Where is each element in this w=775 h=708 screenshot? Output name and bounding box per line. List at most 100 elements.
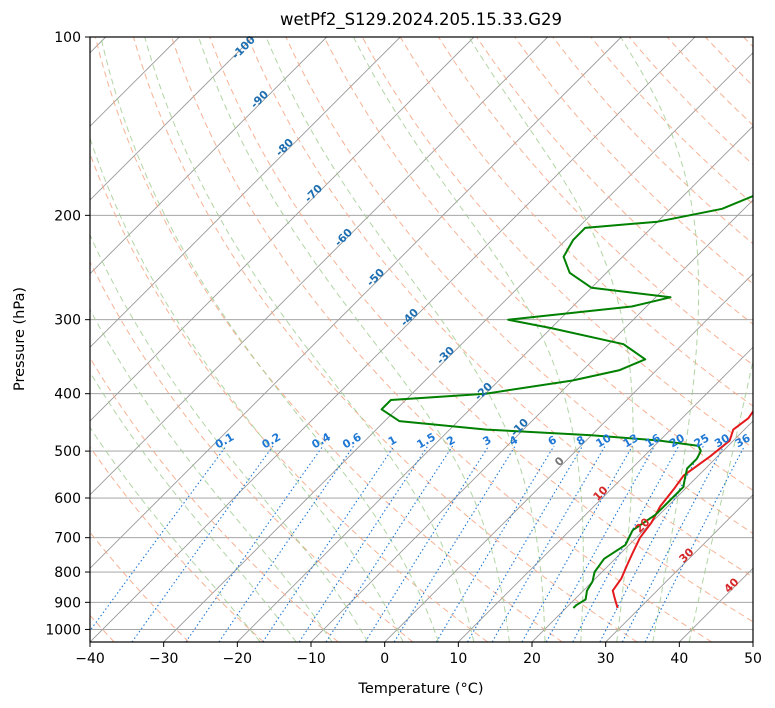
x-tick-label: 40 bbox=[670, 651, 688, 667]
dry-adiabat-line bbox=[132, 37, 638, 642]
moist-adiabat-line bbox=[620, 37, 700, 642]
y-tick-label: 400 bbox=[54, 387, 81, 403]
isotherm-label: 10 bbox=[591, 483, 611, 503]
dry-adiabat-line bbox=[209, 37, 753, 623]
mixing-ratio-label: 0.6 bbox=[340, 430, 364, 451]
isotherm-line bbox=[236, 125, 753, 642]
mixing-ratio-line bbox=[435, 445, 555, 642]
x-tick-label: 10 bbox=[449, 651, 467, 667]
isotherm-label: -50 bbox=[364, 266, 387, 289]
dry-adiabat-line bbox=[90, 531, 190, 642]
dry-adiabat-line bbox=[90, 446, 264, 642]
temperature-profile-line bbox=[611, 409, 753, 609]
isotherm-line bbox=[90, 37, 622, 569]
moist-adiabat-line bbox=[353, 37, 584, 642]
isotherm-line bbox=[531, 420, 753, 642]
mixing-ratio-label: 1 bbox=[386, 433, 399, 448]
isotherm-line bbox=[310, 199, 753, 642]
isotherm-label: -80 bbox=[273, 136, 296, 159]
moist-adiabat-line bbox=[90, 136, 404, 642]
isotherm-line bbox=[90, 37, 475, 422]
isotherm-line bbox=[90, 37, 696, 642]
mixing-ratio-label: 36 bbox=[733, 431, 753, 450]
dry-adiabat-line bbox=[285, 37, 753, 535]
isotherm-line bbox=[90, 37, 401, 348]
mixing-ratio-line bbox=[325, 445, 454, 642]
y-tick-label: 700 bbox=[54, 531, 81, 547]
mixing-ratio-line bbox=[131, 445, 274, 642]
dry-adiabat-line bbox=[90, 152, 488, 642]
x-tick-label: −20 bbox=[223, 651, 253, 667]
mixing-ratio-label: 1.5 bbox=[414, 430, 437, 451]
x-axis-label: Temperature (°C) bbox=[357, 681, 483, 697]
mixing-ratio-line bbox=[185, 445, 324, 642]
dry-adiabat-line bbox=[247, 37, 753, 578]
y-axis-label: Pressure (hPa) bbox=[12, 287, 28, 391]
dry-adiabat-line bbox=[476, 37, 753, 325]
moist-adiabat-line bbox=[265, 37, 546, 642]
mixing-ratio-line bbox=[262, 445, 395, 642]
y-tick-label: 600 bbox=[54, 491, 81, 507]
moist-adiabat-line bbox=[688, 358, 753, 642]
mixing-ratio-label: 30 bbox=[712, 431, 732, 450]
isotherm-label: -60 bbox=[332, 226, 355, 249]
dry-adiabat-line bbox=[743, 37, 753, 48]
y-tick-label: 1000 bbox=[45, 622, 81, 638]
x-tick-label: −10 bbox=[296, 651, 326, 667]
mixing-ratio-line bbox=[599, 445, 704, 642]
mixing-ratio-label: 13 bbox=[621, 431, 641, 450]
moist-adiabat-line bbox=[100, 37, 439, 642]
mixing-ratio-line bbox=[521, 445, 633, 642]
mixing-ratio-line bbox=[393, 445, 516, 642]
mixing-ratio-line bbox=[364, 445, 490, 642]
moist-adiabat-line bbox=[90, 308, 333, 642]
isotherm-label: -70 bbox=[302, 182, 325, 205]
isotherm-line bbox=[752, 641, 753, 642]
moist-adiabat-line bbox=[468, 37, 634, 642]
chart-title: wetPf2_S129.2024.205.15.33.G29 bbox=[280, 10, 562, 30]
mixing-ratio-line bbox=[90, 445, 227, 632]
dry-adiabat-line bbox=[704, 37, 753, 87]
isotherm-line bbox=[90, 37, 254, 201]
moist-adiabat-line bbox=[198, 37, 510, 642]
mixing-ratio-line bbox=[545, 445, 656, 642]
mixing-ratio-line bbox=[467, 445, 584, 642]
dry-adiabat-line bbox=[90, 356, 339, 642]
y-tick-label: 500 bbox=[54, 444, 81, 460]
dry-adiabat-line bbox=[171, 37, 712, 642]
mixing-ratio-line bbox=[644, 445, 746, 642]
mixing-ratio-line bbox=[621, 445, 725, 642]
mixing-ratio-label: 6 bbox=[546, 433, 559, 448]
moist-adiabat-line bbox=[90, 233, 369, 642]
mixing-ratio-line bbox=[218, 445, 355, 642]
mixing-ratio-label: 16 bbox=[643, 431, 663, 450]
isotherm-label: 40 bbox=[722, 575, 742, 595]
moist-adiabat-line bbox=[144, 37, 475, 642]
x-tick-label: −30 bbox=[149, 651, 179, 667]
mixing-ratio-label: 0.2 bbox=[260, 430, 283, 451]
isotherm-line bbox=[163, 52, 753, 642]
isotherm-line bbox=[457, 346, 753, 642]
dewpoint-profile-line bbox=[380, 194, 753, 609]
y-tick-label: 800 bbox=[54, 565, 81, 581]
y-tick-label: 100 bbox=[54, 30, 81, 46]
isotherm-line bbox=[90, 37, 549, 496]
isotherm-label: -90 bbox=[248, 88, 271, 111]
isotherm-line bbox=[678, 567, 753, 642]
dry-adiabat-line bbox=[94, 37, 563, 642]
mixing-ratio-label: 2 bbox=[444, 433, 457, 448]
isotherm-label: -30 bbox=[434, 344, 457, 367]
dry-adiabat-line bbox=[514, 37, 753, 285]
isotherm-line bbox=[384, 273, 753, 642]
mixing-ratio-line bbox=[298, 445, 429, 642]
y-tick-label: 900 bbox=[54, 595, 81, 611]
dry-adiabat-line bbox=[90, 260, 414, 642]
y-tick-label: 200 bbox=[54, 208, 81, 224]
moist-adiabat-line bbox=[90, 426, 261, 642]
isotherm-line bbox=[90, 37, 328, 275]
isotherm-label: 30 bbox=[677, 545, 697, 565]
y-tick-label: 300 bbox=[54, 313, 81, 329]
moist-adiabat-line bbox=[90, 371, 297, 642]
x-tick-label: 20 bbox=[523, 651, 541, 667]
